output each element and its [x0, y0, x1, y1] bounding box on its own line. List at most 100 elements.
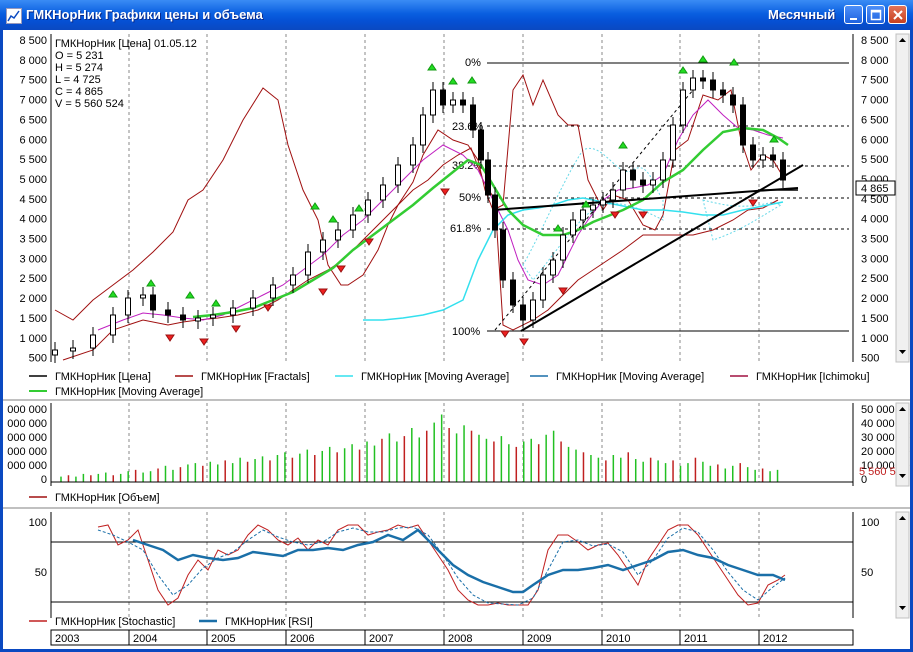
- volume-axis-left: 000 000 000 000 000 000 000 000 000 000 0: [7, 404, 47, 486]
- price-axis-label: 4 500: [19, 194, 47, 206]
- fractal-down-icon: [231, 325, 241, 333]
- stochastic-line: [97, 524, 786, 606]
- osc-scroll-down-icon[interactable]: [899, 606, 906, 610]
- year-label: 2012: [763, 633, 787, 645]
- fractal-down-icon: [519, 338, 529, 346]
- fractal-down-icon: [748, 199, 758, 207]
- candle-body: [485, 159, 491, 196]
- chart-canvas[interactable]: 0% 23.6% 38.2% 50% 61.8% 100%: [3, 30, 910, 649]
- price-scrollbar[interactable]: [895, 33, 910, 363]
- price-axis-label: 7 500: [19, 75, 47, 87]
- price-axis-label: 1 000: [861, 333, 889, 345]
- candle-body: [460, 99, 466, 106]
- legend-ichimoku-item: ГМКНорНик [Ichimoku]: [756, 371, 870, 383]
- candle-body: [305, 251, 311, 276]
- candle-body: [380, 184, 386, 201]
- fractal-up-icon: [618, 141, 628, 149]
- scroll-down-icon[interactable]: [899, 350, 906, 354]
- candle-body: [600, 199, 606, 206]
- candle-body: [620, 169, 626, 191]
- osc-scroll-up-icon[interactable]: [899, 516, 906, 520]
- osc-scrollbar[interactable]: [895, 511, 910, 619]
- volume-axis-label: 000 000: [7, 404, 47, 416]
- fractal-down-icon: [440, 188, 450, 196]
- volume-axis-label: 000 000: [7, 460, 47, 472]
- volume-axis-label: 000 000: [7, 432, 47, 444]
- volume-bars: [60, 414, 779, 482]
- candle-body: [640, 179, 646, 186]
- price-axis-label: 3 000: [861, 253, 889, 265]
- candle-body: [510, 279, 516, 306]
- current-price-box: [855, 180, 896, 196]
- legend-stochastic-item: ГМКНорНик [Stochastic]: [55, 616, 175, 628]
- volume-scroll-down-icon[interactable]: [899, 474, 906, 478]
- close-button[interactable]: [888, 5, 907, 24]
- volume-scroll-up-icon[interactable]: [899, 407, 906, 411]
- price-axis-label: 2 500: [861, 273, 889, 285]
- ichimoku-cloud: [522, 147, 783, 281]
- candle-body: [630, 169, 636, 181]
- year-label: 2010: [606, 633, 630, 645]
- price-axis-label: 4 500: [861, 194, 889, 206]
- fibonacci-levels: [487, 62, 849, 332]
- info-line-close: C = 4 865: [55, 86, 103, 98]
- fractal-markers: [108, 55, 779, 346]
- price-panel: 0% 23.6% 38.2% 50% 61.8% 100%: [19, 34, 896, 365]
- price-candles: [52, 70, 786, 363]
- candle-body: [350, 214, 356, 231]
- candle-body: [700, 77, 706, 82]
- price-axis-label: 8 000: [861, 55, 889, 67]
- price-axis-label: 3 500: [19, 234, 47, 246]
- candle-body: [290, 274, 296, 286]
- fractal-down-icon: [500, 330, 510, 338]
- maximize-button[interactable]: [866, 5, 885, 24]
- fractal-down-icon: [165, 334, 175, 342]
- candle-body: [470, 104, 476, 131]
- fractal-down-icon: [336, 265, 346, 273]
- candle-body: [478, 129, 484, 161]
- fractal-up-icon: [108, 290, 118, 298]
- price-axis-label: 4 000: [19, 214, 47, 226]
- rsi-line: [132, 528, 786, 594]
- fractal-up-icon: [328, 215, 338, 223]
- fractal-down-icon: [199, 338, 209, 346]
- fractal-down-icon: [364, 238, 374, 246]
- price-axis-label: 6 000: [861, 134, 889, 146]
- candle-body: [52, 349, 58, 356]
- chart-window: 0% 23.6% 38.2% 50% 61.8% 100%: [0, 30, 913, 652]
- legend-rsi-item: ГМКНорНик [RSI]: [225, 616, 313, 628]
- window-title: ГМКНорНик Графики цены и объема: [26, 7, 263, 22]
- minimize-button[interactable]: [844, 5, 863, 24]
- price-axis-label: 7 000: [861, 95, 889, 107]
- fractal-up-icon: [211, 299, 221, 307]
- year-label: 2005: [211, 633, 235, 645]
- candle-body: [780, 159, 786, 181]
- osc-axis-right-50: 50: [861, 567, 873, 579]
- candle-body: [520, 304, 526, 321]
- volume-scrollbar[interactable]: [895, 402, 910, 487]
- fractal-down-icon: [318, 288, 328, 296]
- candle-body: [165, 309, 171, 316]
- info-line-open: O = 5 231: [55, 50, 104, 62]
- candle-body: [540, 274, 546, 301]
- fractal-up-icon: [678, 66, 688, 74]
- candle-body: [500, 229, 506, 281]
- candle-body: [720, 89, 726, 96]
- candle-body: [690, 77, 696, 91]
- candle-body: [335, 229, 341, 241]
- info-line-title: ГМКНорНик [Цена] 01.05.12: [55, 38, 197, 50]
- candle-body: [140, 294, 146, 299]
- osc-axis-right-100: 100: [861, 517, 879, 529]
- info-line-volume: V = 5 560 524: [55, 98, 124, 110]
- volume-axis-label: 0: [41, 474, 47, 486]
- osc-axis-left-50: 50: [35, 567, 47, 579]
- price-axis-label: 1 500: [19, 313, 47, 325]
- legend-volume-item: ГМКНорНик [Объем]: [55, 492, 160, 504]
- volume-axis-label: 000 000: [7, 446, 47, 458]
- fractal-up-icon: [729, 58, 739, 66]
- candle-body: [395, 164, 401, 186]
- scroll-up-icon[interactable]: [899, 38, 906, 42]
- price-axis-label: 5 000: [19, 174, 47, 186]
